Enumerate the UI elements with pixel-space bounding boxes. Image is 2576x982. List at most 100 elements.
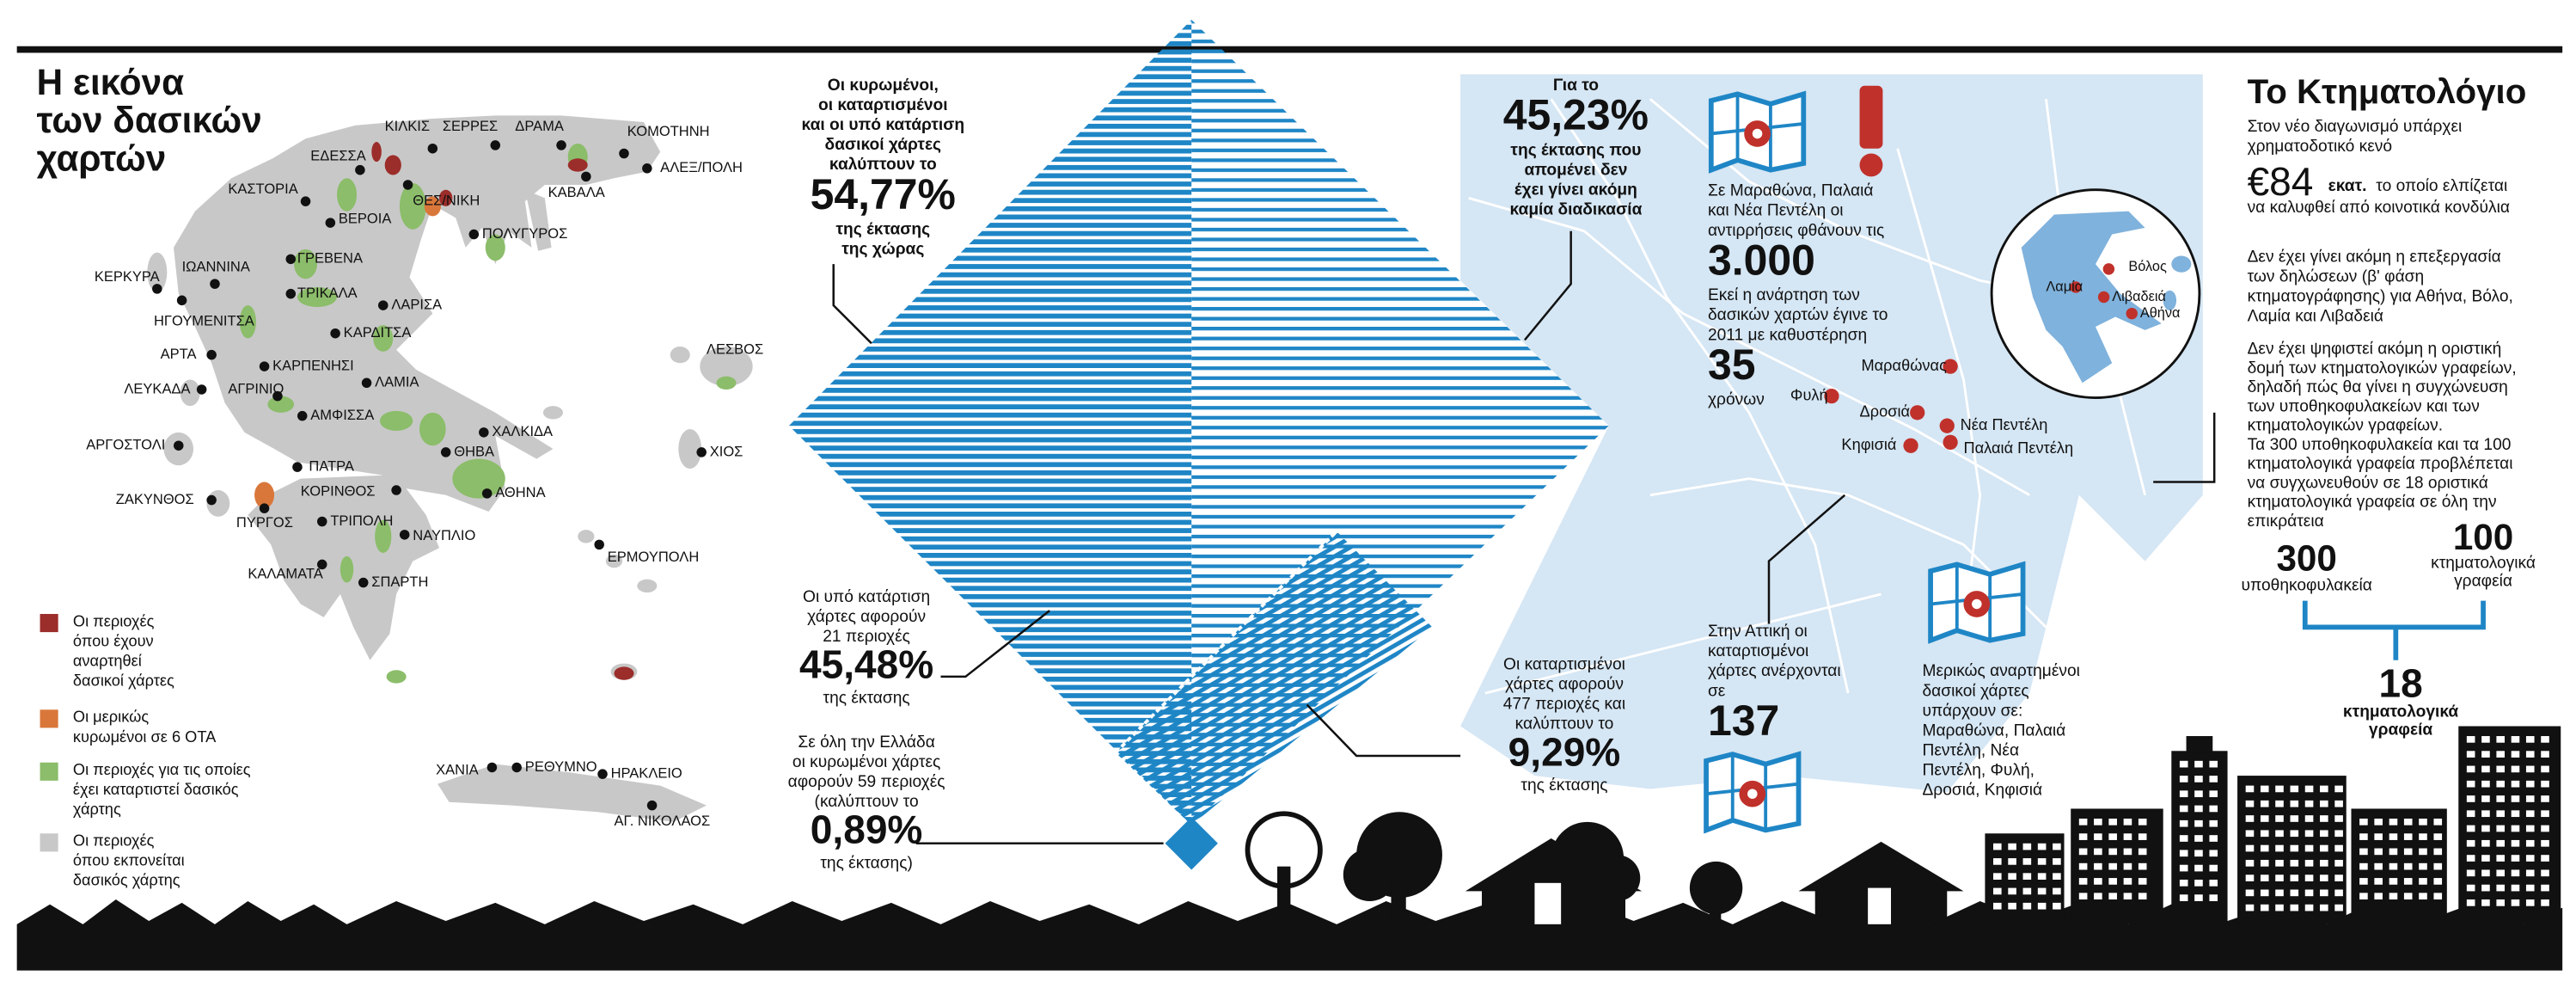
map-patch xyxy=(424,196,441,217)
window xyxy=(2419,862,2427,870)
text-line: Οι περιοχές xyxy=(73,611,155,629)
window xyxy=(2389,818,2398,825)
city-dot xyxy=(285,254,297,265)
window xyxy=(2275,859,2284,867)
window xyxy=(2290,859,2299,867)
window xyxy=(2290,844,2299,852)
window xyxy=(2304,859,2314,867)
window xyxy=(1993,887,2002,895)
window xyxy=(2209,805,2218,813)
window xyxy=(2290,785,2299,793)
window xyxy=(2541,855,2549,862)
city-label: ΡΕΘΥΜΝΟ xyxy=(525,759,597,775)
city-dot xyxy=(511,762,522,773)
city-dot xyxy=(391,485,401,495)
place-dot xyxy=(1824,389,1839,404)
figure: 137 xyxy=(1708,697,1779,745)
city-label: ΔΡΑΜΑ xyxy=(515,119,564,134)
window xyxy=(2496,869,2506,877)
window xyxy=(2260,844,2269,852)
window xyxy=(2094,848,2102,856)
city-label: ΑΓ. ΝΙΚΟΛΑΟΣ xyxy=(614,813,710,829)
window xyxy=(2290,830,2299,838)
window xyxy=(2511,884,2520,892)
window xyxy=(2496,795,2506,802)
top-rule xyxy=(16,46,2563,53)
window xyxy=(2466,855,2475,862)
window xyxy=(2466,869,2475,877)
window xyxy=(2481,869,2490,877)
text-line: δασικών χαρτών έγινε το xyxy=(1708,306,1888,324)
window xyxy=(2541,751,2549,758)
place-dot xyxy=(1903,438,1918,453)
window xyxy=(2320,785,2328,793)
place-dot xyxy=(1943,359,1958,374)
map-patch xyxy=(452,458,505,499)
text-line: επικράτεια xyxy=(2248,512,2324,531)
window xyxy=(2433,862,2443,870)
window xyxy=(2209,760,2218,768)
text-line: καμία διαδικασία xyxy=(1509,200,1642,218)
window xyxy=(2334,859,2343,867)
window xyxy=(2403,818,2413,825)
window xyxy=(2389,893,2398,900)
city-dot xyxy=(581,171,591,182)
city-label: ΚΕΡΚΥΡΑ xyxy=(95,269,160,285)
city-label: ΘΕΣ/ΝΙΚΗ xyxy=(413,193,480,209)
window xyxy=(2403,833,2413,840)
text-line: Δεν έχει ψηφιστεί ακόμη η οριστική xyxy=(2248,341,2502,359)
window xyxy=(2403,878,2413,885)
window xyxy=(2275,830,2284,838)
city-dot xyxy=(285,288,297,299)
text-line: κτηματολογικά xyxy=(2431,555,2536,573)
window xyxy=(2179,805,2188,813)
text-line: Δεν έχει γίνει ακόμη η επεξεργασία xyxy=(2248,248,2501,266)
city-dot xyxy=(152,284,162,294)
city-dot xyxy=(300,196,311,206)
window xyxy=(2481,884,2490,892)
figure: 45,23% xyxy=(1503,91,1649,139)
window xyxy=(2304,889,2314,897)
window xyxy=(2419,878,2427,885)
text-line: κτηματογράφησης) για Αθήνα, Βόλο, xyxy=(2248,288,2513,306)
window xyxy=(2466,765,2475,773)
window xyxy=(2525,855,2535,862)
window xyxy=(2179,894,2188,901)
text-line: δηλαδή πώς θα γίνει η συγχώνευση xyxy=(2248,378,2508,396)
figure: €84 xyxy=(2248,159,2314,204)
city-dot xyxy=(377,300,389,310)
window xyxy=(2094,833,2102,840)
text-line: (καλύπτουν το xyxy=(815,793,919,811)
window xyxy=(2179,776,2188,783)
window xyxy=(2433,848,2443,856)
window xyxy=(2525,795,2535,802)
city-dot xyxy=(619,148,629,159)
window xyxy=(2320,904,2328,911)
window xyxy=(2275,815,2284,822)
figure: 9,29% xyxy=(1508,729,1621,774)
city-label: ΘΗΒΑ xyxy=(454,444,494,459)
window xyxy=(2245,844,2255,852)
text-line: γραφεία xyxy=(2454,573,2512,591)
window xyxy=(2138,833,2147,840)
city-label: ΚΑΣΤΟΡΙΑ xyxy=(228,181,297,197)
text-line: χάρτες ανέρχονται xyxy=(1708,662,1841,680)
window xyxy=(2359,833,2368,840)
window xyxy=(2304,875,2314,881)
window xyxy=(2403,862,2413,870)
city-dot xyxy=(486,762,498,773)
window xyxy=(2194,805,2203,813)
window xyxy=(2022,858,2032,865)
window xyxy=(2511,855,2520,862)
window xyxy=(2260,904,2269,911)
map-patch xyxy=(419,412,446,446)
city-label: ΤΡΙΠΟΛΗ xyxy=(330,513,393,529)
window xyxy=(2053,843,2061,850)
window xyxy=(2053,887,2061,895)
text-line: Για το xyxy=(1553,77,1599,95)
map-patch xyxy=(371,142,382,163)
window xyxy=(2525,839,2535,847)
city-label: Λιβαδειά xyxy=(2112,289,2166,304)
text-line: Πεντέλη, Φυλή, xyxy=(1922,761,2034,779)
text-line: κτηματολογικών γραφείων. xyxy=(2248,417,2443,435)
